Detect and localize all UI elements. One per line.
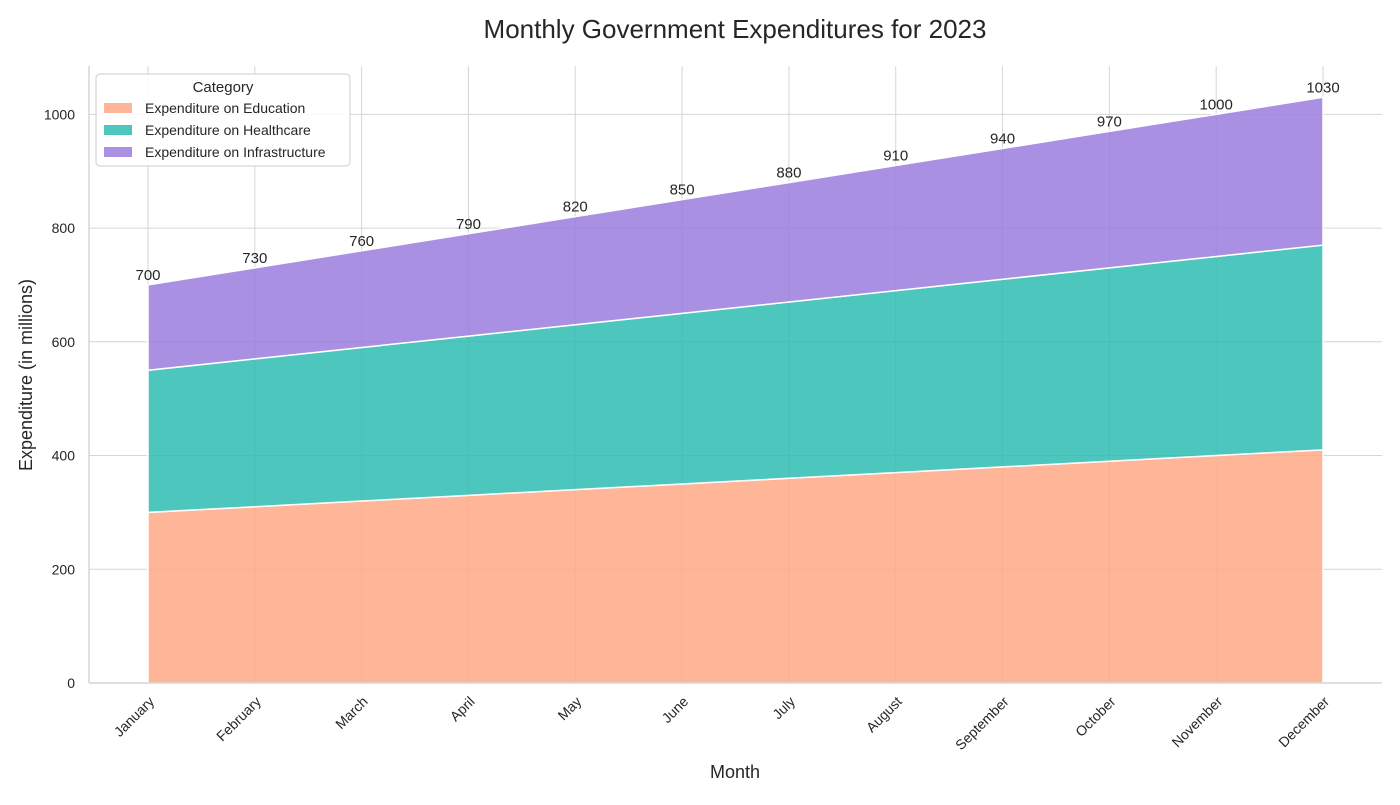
legend-title: Category [193, 79, 254, 96]
legend: Category Expenditure on Education Expendi… [95, 73, 351, 167]
total-data-label: 910 [883, 148, 908, 165]
x-tick-label: May [554, 693, 584, 723]
x-tick-label: February [213, 693, 264, 744]
x-tick-label: December [1275, 693, 1332, 750]
y-tick-label: 1000 [44, 106, 75, 122]
y-tick-label: 400 [52, 448, 76, 464]
x-tick-label: November [1168, 693, 1225, 750]
y-tick-label: 200 [52, 561, 76, 577]
x-tick-label: April [447, 693, 478, 724]
total-data-label: 880 [776, 165, 801, 182]
legend-label: Expenditure on Infrastructure [145, 144, 326, 160]
legend-label: Expenditure on Healthcare [145, 122, 311, 138]
total-data-label: 850 [670, 182, 695, 199]
x-tick-label: June [659, 693, 692, 726]
total-data-label: 1030 [1306, 79, 1339, 96]
chart-title: Monthly Government Expenditures for 2023 [484, 14, 987, 44]
x-axis-label: Month [710, 762, 760, 782]
total-data-label: 700 [135, 267, 160, 284]
total-data-label: 940 [990, 130, 1015, 147]
total-data-label: 820 [563, 199, 588, 216]
total-data-label: 760 [349, 233, 374, 250]
x-tick-label: March [332, 693, 371, 732]
x-tick-label: August [863, 693, 905, 735]
legend-box [95, 73, 351, 167]
legend-swatch [104, 125, 132, 135]
y-tick-label: 600 [52, 334, 76, 350]
x-tick-label: July [769, 693, 798, 722]
x-tick-label: January [111, 693, 158, 740]
total-data-label: 730 [242, 250, 267, 267]
total-data-label: 1000 [1199, 96, 1232, 113]
x-tick-label: October [1072, 693, 1119, 740]
total-data-label: 970 [1097, 113, 1122, 130]
legend-swatch [104, 147, 132, 157]
legend-label: Expenditure on Education [145, 100, 305, 116]
legend-swatch [104, 103, 132, 113]
y-tick-label: 0 [67, 675, 75, 691]
y-axis-label: Expenditure (in millions) [16, 279, 36, 471]
area-expenditure-on-infrastructure [147, 96, 1324, 372]
y-tick-label: 800 [52, 220, 76, 236]
total-data-label: 790 [456, 216, 481, 233]
x-tick-label: September [952, 693, 1012, 753]
